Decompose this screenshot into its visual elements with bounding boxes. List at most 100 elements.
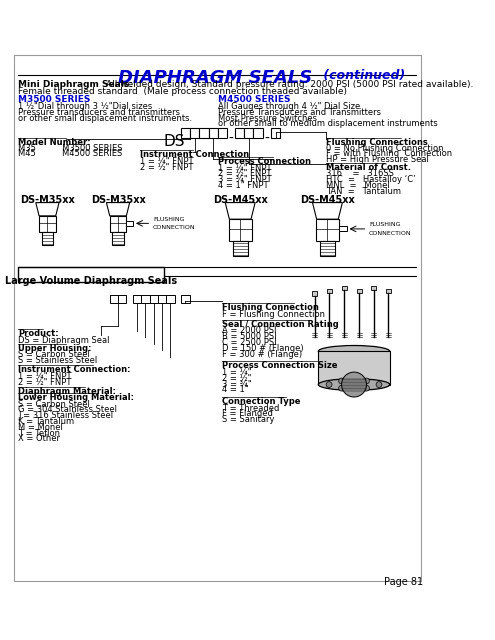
Text: Process Connection Size: Process Connection Size [222, 362, 338, 371]
Bar [253, 128, 263, 138]
Text: Mini Diaphragm Seals:: Mini Diaphragm Seals: [18, 81, 133, 90]
Text: Lower Housing Material:: Lower Housing Material: [18, 393, 134, 402]
Text: DIAPHRAGM SEALS: DIAPHRAGM SEALS [118, 68, 312, 87]
Text: Product:: Product: [18, 329, 59, 338]
Bar [18, 268, 164, 282]
Text: M35          M3500 SERIES: M35 M3500 SERIES [18, 143, 123, 152]
Text: T = Teflon: T = Teflon [18, 429, 60, 438]
Text: -: - [229, 132, 234, 146]
Text: HTC  =   Hastalloy ‘C’: HTC = Hastalloy ‘C’ [326, 175, 415, 184]
Text: FLUSHING: FLUSHING [369, 222, 400, 227]
Text: S = Carbon Steel: S = Carbon Steel [18, 399, 90, 408]
Bar [318, 351, 390, 385]
Text: 2 = ½" FNPT: 2 = ½" FNPT [218, 170, 271, 179]
Text: Flushing Connections: Flushing Connections [326, 138, 428, 147]
Bar [191, 128, 199, 138]
Bar [133, 295, 141, 303]
Circle shape [326, 381, 332, 387]
Ellipse shape [318, 379, 390, 390]
Text: HP = High Pressure Seal: HP = High Pressure Seal [326, 156, 429, 164]
Text: Pressure transducers and transmitters: Pressure transducers and transmitters [18, 108, 180, 117]
Text: DS-M35xx: DS-M35xx [20, 195, 75, 205]
Text: F = with Flushing  Connection: F = with Flushing Connection [326, 149, 452, 158]
Bar [112, 232, 124, 245]
Text: A = 2000 PSI: A = 2000 PSI [222, 326, 276, 335]
Text: Diaphragm Material:: Diaphragm Material: [18, 387, 116, 396]
Text: Instrument Connection: Instrument Connection [141, 150, 249, 159]
Text: S = Carbon Steel: S = Carbon Steel [18, 351, 90, 360]
Text: 1 = ¼" FNPT: 1 = ¼" FNPT [141, 157, 194, 166]
Text: (continued): (continued) [319, 68, 405, 82]
Text: F = Flanged: F = Flanged [222, 410, 273, 419]
Bar [271, 128, 280, 138]
Text: 2 = ½" FNPT: 2 = ½" FNPT [141, 163, 194, 172]
Bar [158, 295, 166, 303]
Text: M45          M4500 SERIES: M45 M4500 SERIES [18, 149, 123, 158]
Bar [181, 128, 191, 138]
Text: 4 = 1": 4 = 1" [222, 385, 248, 394]
Text: Flushing Connection: Flushing Connection [222, 303, 319, 312]
Bar [110, 216, 126, 232]
Text: Large Volume Diaphragm Seals: Large Volume Diaphragm Seals [4, 276, 177, 285]
Circle shape [376, 381, 382, 387]
Circle shape [342, 372, 366, 397]
Bar [149, 295, 158, 303]
Text: Process Connection: Process Connection [218, 157, 311, 166]
Text: G = 304 Stainless Steel: G = 304 Stainless Steel [18, 405, 117, 414]
Text: 0 = No Flushing Connection: 0 = No Flushing Connection [326, 143, 444, 152]
Text: T = Threaded: T = Threaded [222, 404, 279, 413]
Text: Female threaded standard  (Male process connection theaded available): Female threaded standard (Male process c… [18, 87, 347, 96]
Bar [166, 295, 175, 303]
Text: 3 = ¾" FNPT: 3 = ¾" FNPT [218, 175, 271, 184]
Text: M4500 SERIES: M4500 SERIES [218, 95, 290, 104]
Text: Model Number:: Model Number: [18, 138, 91, 147]
Bar [233, 241, 248, 256]
Text: CONNECTION: CONNECTION [369, 230, 412, 236]
Text: X = Other: X = Other [18, 435, 60, 444]
Text: DS-M45xx: DS-M45xx [300, 195, 355, 205]
Text: 1 = ¼" FNPT: 1 = ¼" FNPT [18, 372, 72, 381]
Text: Seal / Connection Rating: Seal / Connection Rating [222, 320, 339, 329]
Text: M3500 SERIES: M3500 SERIES [18, 95, 91, 104]
Text: -: - [264, 132, 269, 146]
Text: F = Flushing Connection: F = Flushing Connection [222, 310, 325, 319]
Text: M = Monel: M = Monel [18, 423, 63, 432]
Text: TAN  =   Tantalum: TAN = Tantalum [326, 187, 401, 196]
Text: DS-M35xx: DS-M35xx [91, 195, 146, 205]
Text: 2 = ½": 2 = ½" [222, 374, 251, 383]
Bar [199, 128, 208, 138]
Text: Most Pressure Switches: Most Pressure Switches [218, 114, 317, 123]
Text: Pressure Transducers and Transmitters: Pressure Transducers and Transmitters [218, 108, 381, 117]
Text: DS = Diaphragm Seal: DS = Diaphragm Seal [18, 335, 110, 344]
Bar [218, 128, 227, 138]
Bar [181, 295, 190, 303]
Bar [386, 289, 391, 293]
Text: 1 = ¼" FNPT: 1 = ¼" FNPT [218, 164, 271, 173]
Text: 1 = ¼": 1 = ¼" [222, 368, 251, 377]
Text: MNL  =   Monel: MNL = Monel [326, 181, 390, 190]
Bar [245, 128, 253, 138]
Bar [312, 291, 317, 296]
Text: or other small displacement instruments.: or other small displacement instruments. [18, 114, 193, 123]
Text: 3 = ¾": 3 = ¾" [222, 380, 251, 388]
Bar [327, 289, 332, 293]
Text: DS: DS [164, 134, 185, 148]
Text: CONNECTION: CONNECTION [153, 225, 196, 230]
Bar [342, 285, 346, 290]
Text: or other small to medium displacement instruments: or other small to medium displacement in… [218, 120, 438, 129]
Text: Page 81: Page 81 [384, 577, 423, 588]
Bar [39, 216, 56, 232]
Bar [42, 232, 53, 245]
Text: K = Tantalum: K = Tantalum [18, 417, 74, 426]
Text: D = 150 # (Flange): D = 150 # (Flange) [222, 344, 303, 353]
Bar [316, 219, 339, 241]
Text: All Gauges through 4 ½" Dial Size: All Gauges through 4 ½" Dial Size [218, 102, 360, 111]
Text: 4 = 1" FNPT: 4 = 1" FNPT [218, 181, 268, 190]
Text: S = Stainless Steel: S = Stainless Steel [18, 356, 98, 365]
Text: All welded design, Standard pressure rating: 2000 PSI (5000 PSI rated available): All welded design, Standard pressure rat… [105, 81, 473, 90]
Bar [320, 241, 335, 256]
Text: Instrument Connection:: Instrument Connection: [18, 365, 131, 374]
Bar [118, 295, 126, 303]
Bar [141, 295, 149, 303]
Text: F = 300 # (Flange): F = 300 # (Flange) [222, 349, 302, 358]
